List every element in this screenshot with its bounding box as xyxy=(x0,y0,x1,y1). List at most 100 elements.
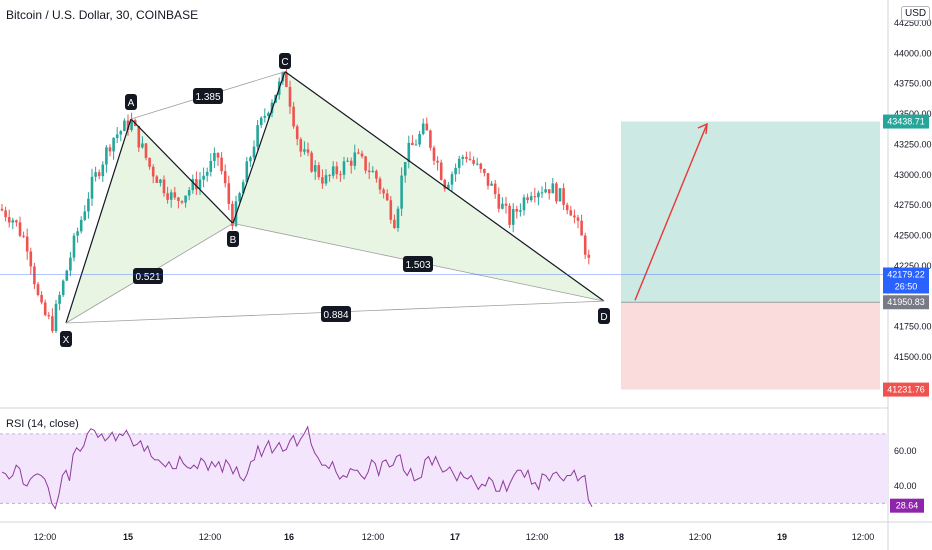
arrow-head xyxy=(697,122,708,135)
candle-body xyxy=(33,266,36,285)
candle-body xyxy=(339,174,342,176)
candle-body xyxy=(526,197,529,201)
time-tick-label: 12:00 xyxy=(852,532,875,542)
candle-body xyxy=(493,183,497,195)
candle-body xyxy=(83,211,87,220)
currency-button[interactable]: USD xyxy=(901,6,931,21)
candle-body xyxy=(414,144,418,146)
entry-price-label-bg xyxy=(883,295,929,310)
candle-body xyxy=(573,215,576,218)
candle-body xyxy=(216,152,220,158)
candle-body xyxy=(195,179,198,190)
point-label-a: A xyxy=(128,98,135,109)
candle-body xyxy=(439,162,443,180)
candle-body xyxy=(411,142,414,146)
candle-body xyxy=(220,157,223,172)
candle-body xyxy=(0,208,4,211)
candle-body xyxy=(90,176,94,199)
candle-body xyxy=(213,152,216,161)
candle-body xyxy=(583,235,587,255)
candle-body xyxy=(148,157,151,167)
candle-body xyxy=(245,161,249,183)
price-tick-label: 42250.00 xyxy=(894,261,932,271)
ratio-badge xyxy=(321,306,351,322)
candle-body xyxy=(483,169,486,174)
candle-body xyxy=(562,188,565,205)
candle-body xyxy=(587,254,591,258)
time-tick-label: 12:00 xyxy=(34,532,57,542)
candle-body xyxy=(144,143,148,158)
candle-body xyxy=(378,178,382,190)
candle-body xyxy=(382,189,385,194)
candle-body xyxy=(76,231,79,236)
price-tick-label: 43250.00 xyxy=(894,139,932,149)
candle-body xyxy=(475,163,479,165)
price-tick-label: 43000.00 xyxy=(894,170,932,180)
candle-body xyxy=(130,120,133,130)
candle-body xyxy=(396,208,400,229)
candle-body xyxy=(54,303,58,332)
pattern-xab-fill xyxy=(66,118,233,323)
time-axis: 12:00 15 12:00 16 12:00 17 12:00 18 12:00 19 12:00 xyxy=(34,532,875,542)
price-axis: 44250.00 44000.00 43750.00 43500.00 43250.00… xyxy=(894,18,932,362)
candle-body xyxy=(346,160,349,162)
point-badge xyxy=(279,53,291,69)
candle-body xyxy=(547,189,551,194)
candle-body xyxy=(191,179,195,191)
candle-body xyxy=(490,183,493,186)
candle-body xyxy=(97,172,101,177)
candle-body xyxy=(126,120,130,130)
ratio-label: 1.385 xyxy=(195,92,220,103)
candle-body xyxy=(184,195,187,203)
candle-body xyxy=(558,188,562,202)
candle-body xyxy=(321,177,324,184)
candle-body xyxy=(162,179,166,194)
candle-body xyxy=(497,194,501,209)
candle-body xyxy=(385,193,389,201)
candle-body xyxy=(454,167,457,175)
candle-body xyxy=(418,133,421,145)
candle-body xyxy=(310,152,313,172)
current-price-label-bg xyxy=(883,267,929,294)
candle-body xyxy=(508,205,511,225)
candle-body xyxy=(29,251,33,267)
candle-body xyxy=(555,183,558,202)
candle-body xyxy=(364,156,367,171)
candle-body xyxy=(353,152,357,166)
candle-body xyxy=(367,170,371,173)
candle-body xyxy=(58,295,61,304)
candle-body xyxy=(576,217,580,221)
candle-body xyxy=(227,183,231,204)
candle-body xyxy=(169,192,173,200)
candle-body xyxy=(69,257,72,271)
candle-body xyxy=(51,316,54,332)
rsi-value-badge xyxy=(890,498,924,513)
candle-body xyxy=(432,147,436,161)
candle-body xyxy=(511,209,515,225)
projection-arrow xyxy=(634,123,708,301)
candle-body xyxy=(303,149,306,152)
candle-body xyxy=(400,175,403,209)
candle-body xyxy=(249,157,252,162)
candle-body xyxy=(529,196,533,201)
candle-body xyxy=(7,217,11,223)
candle-body xyxy=(565,204,569,211)
candle-body xyxy=(357,152,360,154)
candle-body xyxy=(472,159,475,164)
candle-body xyxy=(450,174,454,185)
point-badge xyxy=(125,94,137,110)
stop-zone xyxy=(621,302,880,390)
candle-body xyxy=(101,164,105,177)
bar-countdown: 26:50 xyxy=(895,282,918,292)
rsi-legend: RSI (14, close) xyxy=(6,418,79,430)
candle-body xyxy=(47,314,51,317)
candle-body xyxy=(486,173,490,186)
price-tick-label: 42750.00 xyxy=(894,200,932,210)
candle-body xyxy=(504,203,508,206)
candle-body xyxy=(40,294,43,303)
candle-body xyxy=(43,302,47,315)
candle-body xyxy=(580,220,583,236)
candle-body xyxy=(94,172,97,177)
candle-body xyxy=(61,280,65,296)
